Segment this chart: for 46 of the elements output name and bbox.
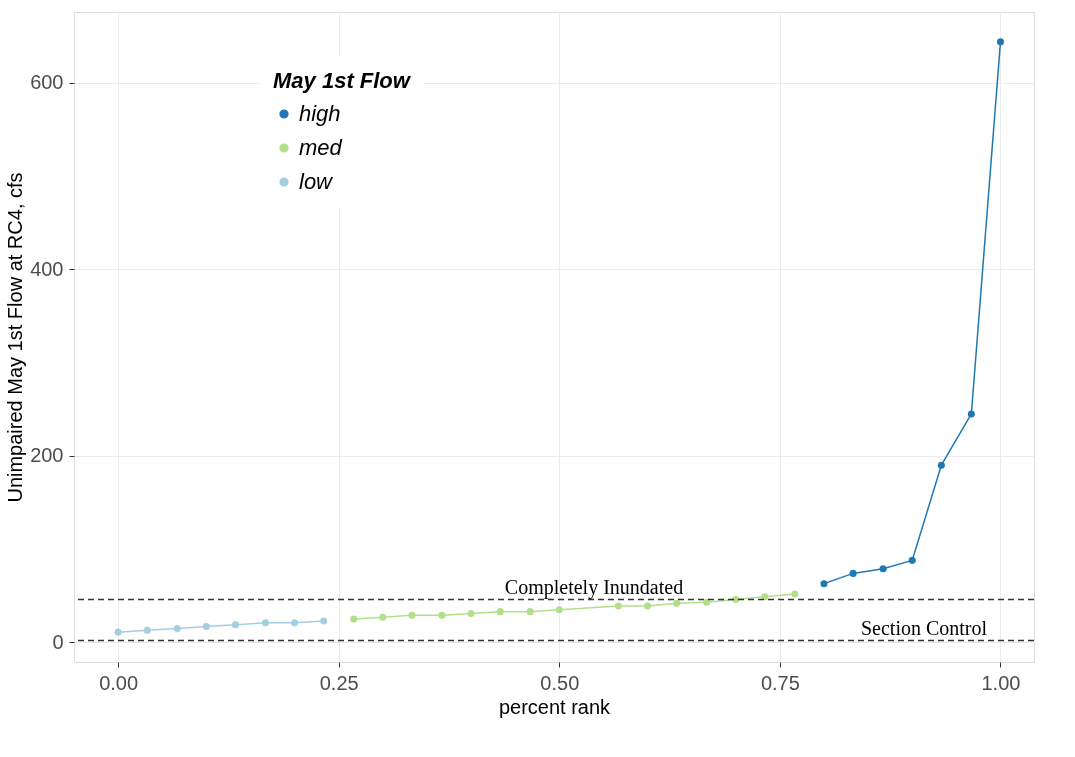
- point: [231, 621, 240, 629]
- point: [291, 619, 299, 627]
- point: [526, 608, 534, 616]
- ref-line-label: Completely Inundated: [504, 575, 684, 599]
- y-tick-label: 400: [30, 257, 64, 280]
- x-tick-label: 1.00: [981, 671, 1021, 694]
- point: [261, 619, 270, 627]
- legend-label: med: [299, 135, 343, 160]
- point: [703, 598, 711, 606]
- y-tick-label: 0: [52, 630, 64, 653]
- point: [996, 38, 1005, 46]
- point: [143, 626, 151, 634]
- x-tick-label: 0.50: [540, 671, 580, 694]
- point: [614, 602, 622, 610]
- point: [879, 565, 887, 573]
- x-tick-label: 0.75: [760, 671, 800, 694]
- point: [967, 410, 975, 418]
- legend-title: May 1st Flow: [273, 68, 412, 93]
- y-tick-label: 200: [30, 444, 64, 467]
- point: [114, 628, 122, 636]
- point: [350, 615, 358, 623]
- point: [555, 606, 563, 614]
- legend-label: low: [299, 169, 335, 194]
- point: [791, 590, 799, 598]
- point: [496, 608, 504, 616]
- point: [379, 613, 387, 621]
- ref-line-label: Section Control: [860, 616, 988, 639]
- point: [438, 611, 446, 619]
- y-tick-label: 600: [30, 71, 64, 94]
- point: [761, 593, 769, 601]
- point: [673, 599, 681, 607]
- point: [643, 602, 652, 610]
- y-axis-title: Unimpaired May 1st Flow at RC4, cfs: [4, 172, 27, 503]
- x-tick-label: 0.00: [99, 671, 139, 694]
- x-tick-label: 0.25: [319, 671, 359, 694]
- point: [408, 611, 416, 619]
- legend-label: high: [299, 101, 341, 126]
- point: [937, 461, 945, 469]
- point: [173, 624, 181, 632]
- point: [908, 556, 916, 564]
- point: [202, 623, 210, 631]
- point: [820, 580, 828, 588]
- point: [467, 609, 475, 618]
- point: [320, 617, 328, 625]
- x-axis-title: percent rank: [498, 695, 612, 718]
- point: [849, 569, 857, 577]
